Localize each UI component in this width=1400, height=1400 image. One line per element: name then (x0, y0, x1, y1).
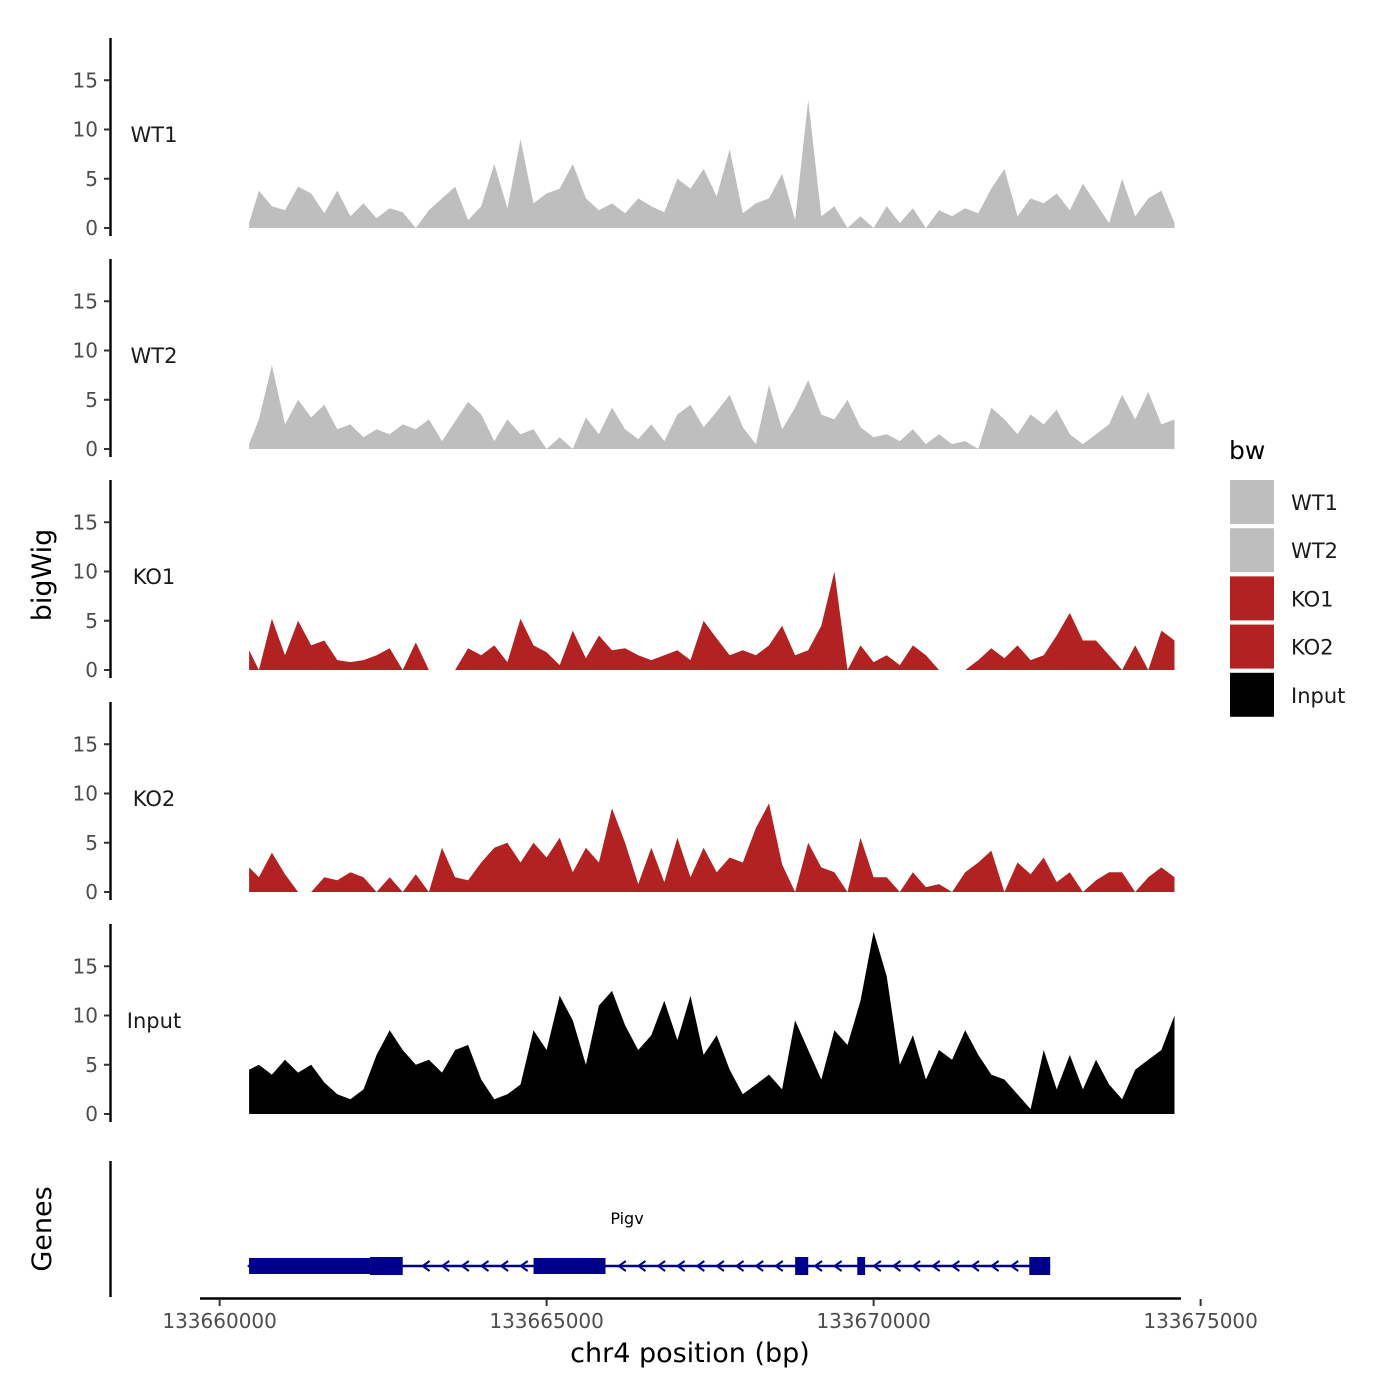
strand-arrow (519, 1260, 529, 1272)
legend-key-input (1230, 672, 1274, 717)
strand-arrow (479, 1260, 490, 1272)
legend-label-ko2: KO2 (1291, 636, 1334, 660)
strand-arrow (832, 1260, 843, 1272)
track-label-ko1: KO1 (133, 565, 176, 589)
gene-exon (249, 1258, 371, 1274)
gene-exon (795, 1257, 809, 1275)
track-label-input: Input (127, 1009, 181, 1033)
y-tick-label: 0 (85, 880, 98, 904)
gene-start-marker (247, 1261, 254, 1271)
y-tick-label: 10 (73, 560, 98, 584)
signal-area-wt2 (249, 365, 1175, 449)
y-tick-label: 15 (73, 289, 98, 313)
y-tick-label: 0 (85, 216, 98, 240)
track-label-ko2: KO2 (133, 787, 176, 811)
strand-arrow (656, 1260, 666, 1272)
strand-arrow (872, 1260, 882, 1272)
strand-arrow (734, 1260, 745, 1272)
legend-label-wt2: WT2 (1291, 539, 1338, 563)
legend-title: bw (1229, 436, 1265, 465)
strand-arrow (989, 1260, 1000, 1272)
strand-arrow (813, 1260, 823, 1272)
legend-key-wt1 (1230, 480, 1274, 524)
genes-panel: Genes Pigv (27, 1161, 1051, 1297)
x-tick-label: 133675000 (1143, 1309, 1258, 1333)
strand-arrow (774, 1260, 784, 1272)
track-input: 0 5 10 15 Input (73, 924, 1175, 1126)
y-tick-label: 15 (73, 732, 98, 756)
y-tick-label: 5 (85, 1053, 98, 1077)
strand-arrow (499, 1260, 509, 1272)
legend-key-ko2 (1230, 624, 1274, 669)
strand-arrow (440, 1260, 450, 1272)
y-tick-label: 10 (73, 339, 98, 363)
strand-arrow (950, 1260, 960, 1272)
track-label-wt2: WT2 (131, 344, 178, 368)
legend-key-wt2 (1230, 528, 1274, 573)
strand-arrow (931, 1260, 941, 1272)
y-tick-label: 15 (73, 954, 98, 978)
y-tick-label: 15 (73, 68, 98, 92)
legend-label-ko1: KO1 (1291, 587, 1334, 611)
gene-exon (370, 1257, 403, 1275)
track-label-wt1: WT1 (131, 123, 178, 147)
signal-area-input (249, 931, 1175, 1114)
gene-model (247, 1257, 1051, 1275)
strand-arrow (715, 1260, 725, 1272)
legend-label-wt1: WT1 (1291, 491, 1338, 515)
strand-arrow (891, 1260, 902, 1272)
signal-area-ko2 (249, 803, 1175, 892)
y-tick-label: 0 (85, 437, 98, 461)
y-tick-label: 5 (85, 167, 98, 191)
genes-axis-title: Genes (27, 1186, 58, 1271)
x-tick-label: 133665000 (489, 1309, 604, 1333)
track-ko2: 0 5 10 15 KO2 (73, 702, 1175, 904)
y-tick-label: 0 (85, 1102, 98, 1126)
y-tick-label: 5 (85, 609, 98, 633)
gene-name-label: Pigv (610, 1209, 643, 1228)
y-tick-label: 10 (73, 118, 98, 142)
legend-label-input: Input (1291, 684, 1345, 708)
track-wt1: 0 5 10 15 WT1 (73, 38, 1175, 240)
strand-arrow (970, 1260, 980, 1272)
signal-tracks: 0 5 10 15 WT1 0 5 10 15 WT2 0 5 10 15 KO1 0 5 10 15 KO2 0 5 10… (73, 38, 1175, 1126)
strand-arrow (617, 1260, 627, 1272)
signal-area-ko1 (249, 571, 1175, 670)
strand-arrow (911, 1260, 921, 1272)
y-tick-label: 5 (85, 831, 98, 855)
strand-arrow (1009, 1260, 1019, 1272)
x-tick-label: 133670000 (816, 1309, 931, 1333)
y-tick-label: 5 (85, 388, 98, 412)
track-wt2: 0 5 10 15 WT2 (73, 259, 1175, 461)
strand-arrow (636, 1260, 647, 1272)
strand-arrow (460, 1260, 470, 1272)
x-axis-title: chr4 position (bp) (570, 1338, 810, 1369)
y-tick-label: 15 (73, 510, 98, 534)
strand-arrow (675, 1260, 686, 1272)
y-axis-title: bigWig (27, 529, 58, 622)
x-axis: 133660000 133665000 133670000 133675000 (162, 1297, 1258, 1333)
signal-area-wt1 (249, 100, 1175, 228)
x-tick-label: 133660000 (162, 1309, 277, 1333)
gene-exon (1029, 1257, 1051, 1275)
gene-exon (533, 1258, 606, 1274)
strand-arrow (420, 1260, 431, 1272)
legend: bw WT1 WT2 KO1 KO2 Input (1229, 436, 1345, 717)
strand-arrow (695, 1260, 705, 1272)
strand-arrow (754, 1260, 764, 1272)
y-tick-label: 0 (85, 658, 98, 682)
y-tick-label: 10 (73, 782, 98, 806)
gene-exon (857, 1257, 866, 1275)
legend-key-ko1 (1230, 576, 1274, 621)
y-tick-label: 10 (73, 1004, 98, 1028)
track-ko1: 0 5 10 15 KO1 (73, 480, 1175, 682)
